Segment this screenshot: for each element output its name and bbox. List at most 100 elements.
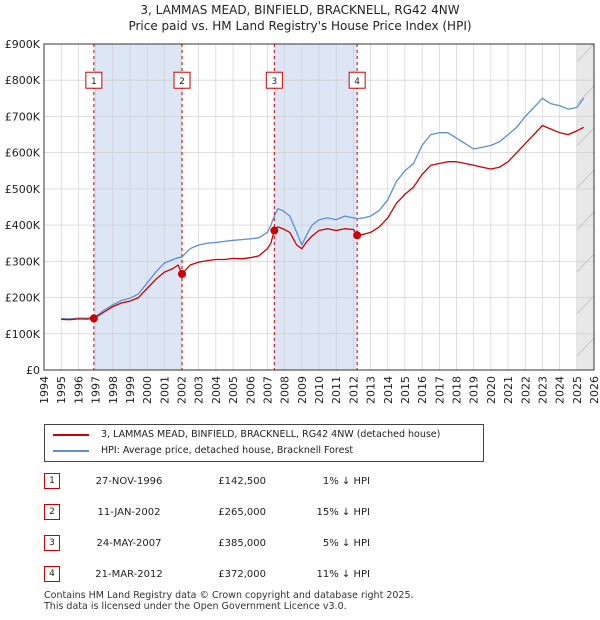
x-tick-label: 2012 xyxy=(347,376,360,404)
sale-point xyxy=(270,226,279,235)
legend: 3, LAMMAS MEAD, BINFIELD, BRACKNELL, RG4… xyxy=(44,424,484,462)
x-tick-label: 2014 xyxy=(382,376,395,404)
sale-price: £372,000 xyxy=(218,569,266,580)
x-tick-label: 2022 xyxy=(519,376,532,404)
hpi-line xyxy=(61,97,585,320)
x-tick-label: 2013 xyxy=(365,376,378,404)
y-tick-label: £900K xyxy=(5,38,41,51)
chart-title-line1: 3, LAMMAS MEAD, BINFIELD, BRACKNELL, RG4… xyxy=(140,3,459,17)
x-tick-label: 2021 xyxy=(502,376,515,404)
x-tick-label: 2026 xyxy=(588,376,600,404)
y-tick-label: £0 xyxy=(26,364,40,377)
footer-licence: This data is licensed under the Open Gov… xyxy=(44,601,347,612)
future-region xyxy=(576,44,594,370)
x-tick-label: 1994 xyxy=(38,376,51,404)
x-tick-label: 2006 xyxy=(244,376,257,404)
legend-line-property xyxy=(53,433,89,436)
legend-line-hpi xyxy=(53,449,89,452)
x-tick-label: 2011 xyxy=(330,376,343,404)
x-tick-label: 2007 xyxy=(261,376,274,404)
sale-price: £265,000 xyxy=(218,507,266,518)
sale-date: 27-NOV-1996 xyxy=(95,476,163,487)
property-price-line xyxy=(61,124,585,321)
plot-border xyxy=(43,43,595,371)
sale-label-number: 2 xyxy=(179,77,185,87)
sale-label-number: 1 xyxy=(91,77,97,87)
legend-item-property: 3, LAMMAS MEAD, BINFIELD, BRACKNELL, RG4… xyxy=(53,427,440,443)
sale-date: 11-JAN-2002 xyxy=(97,507,161,518)
x-tick-label: 2000 xyxy=(141,376,154,404)
sale-point xyxy=(353,231,362,240)
sale-date: 21-MAR-2012 xyxy=(95,569,163,580)
x-tick-label: 2017 xyxy=(433,376,446,404)
sale-price: £385,000 xyxy=(218,538,266,549)
chart-title-line2: Price paid vs. HM Land Registry's House … xyxy=(128,19,471,33)
sale-label-box xyxy=(348,71,366,89)
x-tick-label: 1999 xyxy=(124,376,137,404)
y-tick-label: £400K xyxy=(5,219,41,232)
y-tick-label: £800K xyxy=(5,74,41,87)
sale-label-number: 3 xyxy=(271,77,277,87)
x-tick-label: 2008 xyxy=(279,376,292,404)
x-tick-label: 2003 xyxy=(193,376,206,404)
sale-row: 4 21-MAR-2012 £372,000 11% ↓ HPI xyxy=(44,565,584,585)
sale-label-box xyxy=(265,71,283,89)
x-tick-label: 2024 xyxy=(554,376,567,404)
shaded-period xyxy=(93,44,183,370)
x-tick-label: 2005 xyxy=(227,376,240,404)
future-hatch xyxy=(576,169,595,189)
sale-label-number: 4 xyxy=(354,77,360,87)
sale-number-badge: 1 xyxy=(44,473,60,489)
sale-number-badge: 2 xyxy=(44,504,60,520)
x-tick-label: 2019 xyxy=(468,376,481,404)
sale-row: 1 27-NOV-1996 £142,500 1% ↓ HPI xyxy=(44,472,584,492)
sale-row: 2 11-JAN-2002 £265,000 15% ↓ HPI xyxy=(44,503,584,523)
sale-point xyxy=(89,314,98,323)
y-tick-label: £600K xyxy=(5,147,41,160)
sale-label-box xyxy=(85,71,103,89)
y-tick-label: £700K xyxy=(5,110,41,123)
future-hatch xyxy=(576,211,595,231)
sale-date: 24-MAY-2007 xyxy=(96,538,162,549)
x-tick-label: 1995 xyxy=(55,376,68,404)
sale-hpi-diff: 5% ↓ HPI xyxy=(322,538,370,549)
x-tick-label: 1998 xyxy=(107,376,120,404)
sale-hpi-diff: 15% ↓ HPI xyxy=(316,507,370,518)
x-tick-label: 2020 xyxy=(485,376,498,404)
legend-label-property: 3, LAMMAS MEAD, BINFIELD, BRACKNELL, RG4… xyxy=(101,429,441,440)
sale-hpi-diff: 1% ↓ HPI xyxy=(322,476,370,487)
x-tick-label: 2009 xyxy=(296,376,309,404)
x-tick-label: 1997 xyxy=(90,376,103,404)
x-tick-label: 2016 xyxy=(416,376,429,404)
price-chart: 3, LAMMAS MEAD, BINFIELD, BRACKNELL, RG4… xyxy=(5,3,600,404)
y-tick-label: £100K xyxy=(5,328,41,341)
future-hatch xyxy=(576,253,595,273)
sale-label-box xyxy=(173,71,191,89)
shaded-period xyxy=(274,44,358,370)
x-tick-label: 2004 xyxy=(210,376,223,404)
sale-number-badge: 3 xyxy=(44,535,60,551)
legend-label-hpi: HPI: Average price, detached house, Brac… xyxy=(101,445,354,456)
future-hatch xyxy=(576,85,595,105)
sale-price: £142,500 xyxy=(218,476,266,487)
y-tick-label: £500K xyxy=(5,183,41,196)
sale-point xyxy=(178,270,187,279)
sale-number-badge: 4 xyxy=(44,566,60,582)
future-hatch xyxy=(576,337,595,357)
legend-item-hpi: HPI: Average price, detached house, Brac… xyxy=(53,443,353,459)
x-tick-label: 2015 xyxy=(399,376,412,404)
x-tick-label: 2025 xyxy=(571,376,584,404)
x-tick-label: 2002 xyxy=(176,376,189,404)
footer: Contains HM Land Registry data © Crown c… xyxy=(44,590,584,612)
x-tick-label: 2018 xyxy=(451,376,464,404)
x-tick-label: 2010 xyxy=(313,376,326,404)
x-tick-label: 2023 xyxy=(536,376,549,404)
sale-hpi-diff: 11% ↓ HPI xyxy=(316,569,370,580)
footer-copyright: Contains HM Land Registry data © Crown c… xyxy=(44,590,414,601)
future-hatch xyxy=(576,295,595,315)
y-tick-label: £300K xyxy=(5,255,41,268)
future-hatch xyxy=(576,127,595,147)
y-tick-label: £200K xyxy=(5,292,41,305)
sale-row: 3 24-MAY-2007 £385,000 5% ↓ HPI xyxy=(44,534,584,554)
future-hatch xyxy=(576,43,595,63)
